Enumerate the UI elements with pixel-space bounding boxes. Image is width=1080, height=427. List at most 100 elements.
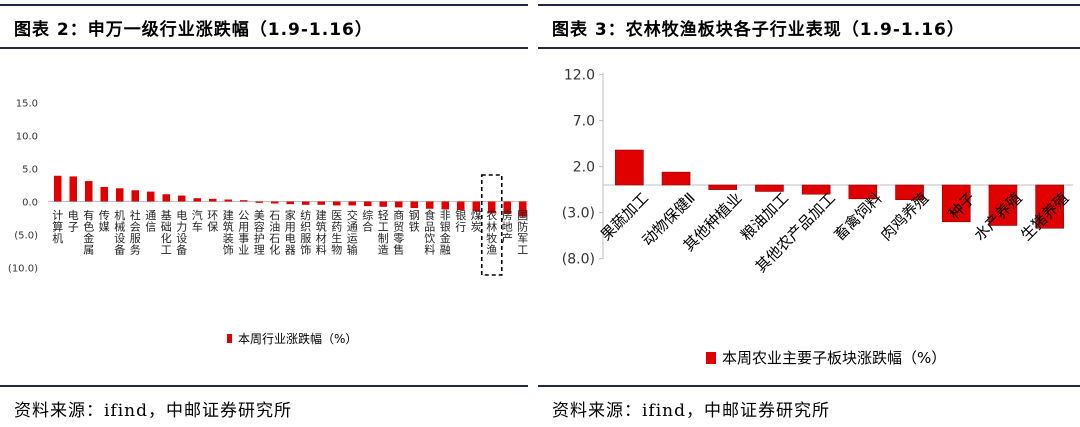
x-tick-label: 社会服务	[130, 208, 141, 257]
bar-畜禽饲料	[848, 184, 878, 200]
x-tick-label: 建筑材料	[316, 208, 327, 257]
bar-传媒	[100, 186, 108, 202]
legend-swatch	[227, 334, 232, 343]
bar-商贸零售	[395, 201, 403, 208]
x-tick-label: 机械设备	[114, 208, 125, 257]
bar-建筑装饰	[224, 199, 232, 202]
y-tick-label: 2.0	[573, 160, 595, 176]
source-rule	[0, 385, 528, 387]
bar-石油石化	[271, 201, 279, 204]
bar-国防军工	[519, 201, 527, 217]
bar-农林牧渔	[488, 201, 496, 214]
x-tick-label: 计算机	[52, 209, 63, 245]
x-tick-label: 其他农产品加工	[752, 189, 839, 276]
top-rule	[0, 4, 528, 6]
x-tick-label: 医药生物	[331, 209, 342, 257]
bar-医药生物	[333, 201, 341, 206]
bar-交通运输	[348, 201, 356, 206]
bar-社会服务	[131, 190, 139, 202]
x-tick-label: 通信	[145, 209, 156, 234]
bar-粮油加工	[755, 184, 784, 192]
bar-有色金属	[85, 181, 93, 202]
x-tick-label: 商贸零售	[393, 208, 404, 257]
bar-生猪养殖	[1035, 184, 1064, 229]
bar-煤炭	[472, 201, 480, 212]
y-tick-label: 7.0	[573, 114, 595, 130]
bar-纺织服饰	[302, 201, 310, 205]
bar-计算机	[54, 175, 62, 202]
y-tick-label: (8.0)	[562, 252, 595, 268]
x-tick-label: 钢铁	[409, 209, 420, 234]
x-tick-label: 农林牧渔	[486, 208, 497, 257]
x-tick-label: 传媒	[99, 209, 110, 234]
bar-通信	[147, 191, 155, 202]
x-tick-label: 轻工制造	[378, 208, 389, 257]
right-legend: 本周农业主要子板块涨跌幅（%）	[706, 347, 946, 368]
bar-钢铁	[410, 201, 418, 209]
right-source-note: 资料来源：ifind，中邮证券研究所	[552, 401, 830, 421]
x-tick-label: 有色金属	[83, 208, 94, 257]
bar-基础化工	[162, 194, 170, 202]
bar-食品饮料	[426, 201, 434, 209]
x-tick-label: 非银金融	[440, 209, 451, 257]
bar-家用电器	[286, 201, 294, 205]
y-tick-label: 12.0	[564, 68, 595, 84]
title-rule	[538, 47, 1080, 49]
bar-动物保健Ⅱ	[661, 171, 691, 186]
x-tick-label: 纺织服饰	[300, 208, 311, 257]
bar-机械设备	[116, 188, 124, 202]
left-figure-title: 图表 2：申万一级行业涨跌幅（1.9-1.16）	[14, 20, 373, 40]
x-tick-label: 公用事业	[238, 209, 249, 257]
y-tick-label: (10.0)	[8, 264, 38, 275]
legend-label: 本周行业涨跌幅（%）	[238, 332, 358, 346]
left-panel: 图表 2：申万一级行业涨跌幅（1.9-1.16） 15.0 10.0 5.0 0.0 (…	[0, 0, 528, 427]
sub-industry-return-chart: 12.07.02.0(3.0)(8.0)果蔬加工动物保健Ⅱ其他种植业粮油加工其他…	[562, 68, 1073, 276]
bar-公用事业	[240, 200, 248, 202]
bar-其他种植业	[708, 184, 738, 190]
y-tick-label: 10.0	[16, 132, 38, 143]
source-rule	[538, 385, 1080, 387]
bar-果蔬加工	[615, 149, 644, 186]
bar-轻工制造	[379, 201, 387, 207]
industry-return-chart: 15.0 10.0 5.0 0.0 (5.0) (10.0) 计算机电子有色金属传媒机械设备…	[8, 99, 528, 276]
x-tick-label: 电力设备	[176, 209, 187, 257]
highlight-box	[480, 174, 503, 276]
legend-label: 本周农业主要子板块涨跌幅（%）	[722, 349, 947, 367]
x-tick-label: 家用电器	[285, 208, 296, 257]
left-source-note: 资料来源：ifind，中邮证券研究所	[14, 401, 292, 421]
bar-美容护理	[255, 201, 263, 203]
y-tick-label: (3.0)	[562, 206, 595, 222]
bar-综合	[364, 201, 372, 207]
bar-房地产	[503, 201, 511, 215]
bar-电子	[69, 176, 77, 202]
x-tick-label: 美容护理	[254, 209, 265, 257]
x-tick-label: 国防军工	[517, 209, 528, 257]
bar-环保	[209, 198, 217, 202]
left-legend: 本周行业涨跌幅（%）	[227, 330, 357, 347]
y-tick-label: 15.0	[16, 99, 38, 110]
x-tick-label: 煤炭	[471, 209, 482, 234]
top-rule	[538, 4, 1080, 6]
x-tick-label: 建筑装饰	[223, 208, 234, 257]
bar-电力设备	[178, 195, 186, 202]
x-tick-label: 综合	[362, 208, 373, 234]
y-tick-label: 5.0	[22, 165, 38, 176]
bar-水产养殖	[988, 184, 1018, 226]
x-tick-label: 石油石化	[269, 209, 280, 257]
x-tick-label: 食品饮料	[424, 208, 435, 257]
y-tick-label: (5.0)	[14, 231, 38, 242]
bar-汽车	[193, 198, 201, 202]
x-tick-label: 电子	[68, 209, 79, 234]
x-tick-label: 交通运输	[347, 208, 358, 257]
bar-肉鸡养殖	[895, 184, 924, 201]
bar-非银金融	[441, 201, 449, 210]
title-rule	[0, 47, 528, 49]
bar-银行	[457, 201, 465, 211]
bar-种子	[941, 184, 971, 223]
y-tick-label: 0.0	[22, 198, 38, 209]
x-tick-label: 银行	[455, 208, 466, 234]
right-panel: 图表 3：农林牧渔板块各子行业表现（1.9-1.16） 12.0 7.0 2.0 (3…	[538, 0, 1080, 427]
x-tick-label: 环保	[207, 209, 218, 234]
right-figure-title: 图表 3：农林牧渔板块各子行业表现（1.9-1.16）	[552, 20, 965, 40]
x-tick-label: 房地产	[502, 209, 513, 245]
